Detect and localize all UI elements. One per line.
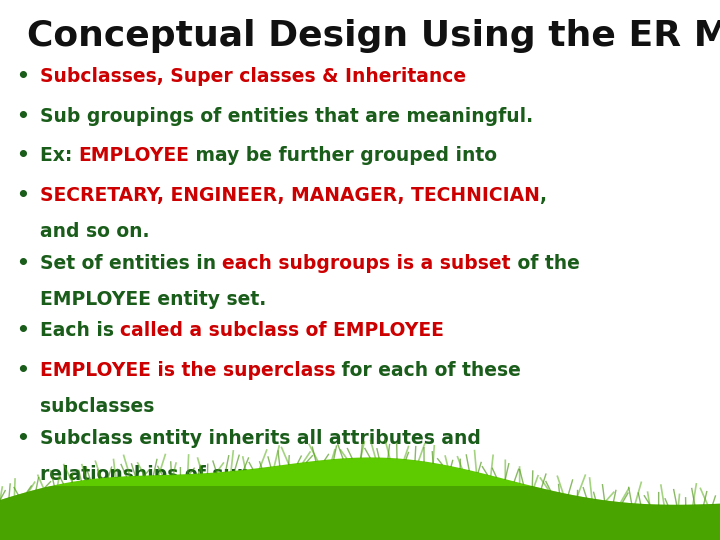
Text: •: •: [16, 361, 29, 380]
Polygon shape: [0, 486, 720, 540]
Text: EMPLOYEE: EMPLOYEE: [78, 146, 189, 165]
Text: Subclass entity inherits all attributes and: Subclass entity inherits all attributes …: [40, 429, 480, 448]
Text: ,: ,: [539, 186, 546, 205]
Text: •: •: [16, 107, 29, 126]
Text: •: •: [16, 146, 29, 165]
Text: •: •: [16, 254, 29, 273]
Text: and so on.: and so on.: [40, 222, 149, 241]
Text: each subgroups is a subset: each subgroups is a subset: [222, 254, 510, 273]
Text: Each is: Each is: [40, 321, 120, 340]
Text: of the: of the: [510, 254, 580, 273]
Text: subclasses: subclasses: [40, 397, 154, 416]
Text: Ex:: Ex:: [40, 146, 78, 165]
Text: •: •: [16, 429, 29, 448]
Text: may be further grouped into: may be further grouped into: [189, 146, 498, 165]
Text: called a subclass of EMPLOYEE: called a subclass of EMPLOYEE: [120, 321, 444, 340]
Text: relationships of superclass: relationships of superclass: [40, 465, 325, 484]
Text: Set of entities in: Set of entities in: [40, 254, 222, 273]
Text: •: •: [16, 321, 29, 340]
Text: EMPLOYEE entity set.: EMPLOYEE entity set.: [40, 290, 266, 309]
Text: for each of these: for each of these: [336, 361, 521, 380]
Polygon shape: [0, 457, 720, 540]
Text: Subclasses, Super classes & Inheritance: Subclasses, Super classes & Inheritance: [40, 68, 466, 86]
Text: EMPLOYEE is the superclass: EMPLOYEE is the superclass: [40, 361, 336, 380]
Text: •: •: [16, 68, 29, 86]
Text: Conceptual Design Using the ER Model: Conceptual Design Using the ER Model: [27, 19, 720, 53]
Text: Sub groupings of entities that are meaningful.: Sub groupings of entities that are meani…: [40, 107, 533, 126]
Text: •: •: [16, 186, 29, 205]
Text: SECRETARY, ENGINEER, MANAGER, TECHNICIAN: SECRETARY, ENGINEER, MANAGER, TECHNICIAN: [40, 186, 539, 205]
